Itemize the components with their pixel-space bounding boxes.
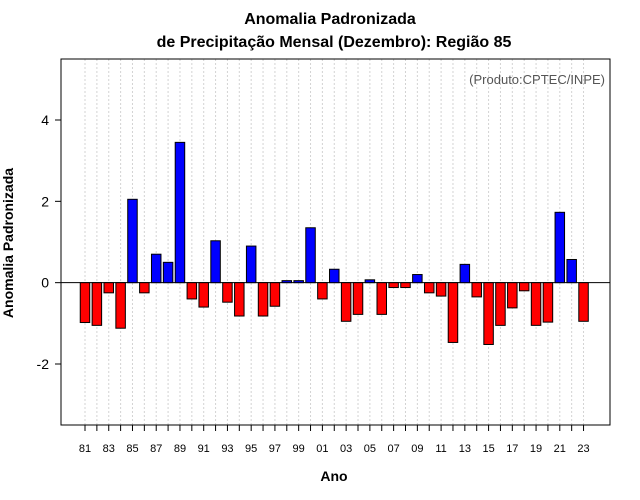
x-tick-label: 93 bbox=[221, 443, 233, 455]
bar-90 bbox=[186, 282, 198, 300]
bar-00 bbox=[305, 227, 316, 284]
bar-01 bbox=[317, 282, 328, 300]
bar-09 bbox=[412, 274, 423, 284]
bar-05 bbox=[364, 279, 376, 284]
bar-81 bbox=[79, 282, 91, 324]
x-tick-label: 99 bbox=[293, 443, 305, 455]
x-tick-label: 87 bbox=[150, 443, 162, 455]
x-tick-label: 19 bbox=[530, 443, 542, 455]
bar-13 bbox=[459, 263, 471, 284]
x-tick-label: 23 bbox=[577, 443, 589, 455]
bar-83 bbox=[103, 282, 114, 294]
x-tick-label: 05 bbox=[364, 443, 376, 455]
y-axis: -2 0 2 4 bbox=[37, 112, 61, 372]
x-axis: 81 83 85 87 89 91 93 95 97 99 01 03 05 07 09 11 13 15 17 19… bbox=[79, 425, 590, 455]
x-tick-label: 13 bbox=[459, 443, 471, 455]
bar-87 bbox=[150, 253, 162, 284]
bar-17 bbox=[507, 282, 518, 309]
bar-95 bbox=[245, 245, 257, 284]
bar-04 bbox=[352, 282, 364, 315]
bar-19 bbox=[530, 282, 542, 326]
chart-title-line2: de Precipitação Mensal (Dezembro): Regiã… bbox=[157, 34, 512, 51]
x-tick-label: 81 bbox=[79, 443, 91, 455]
x-tick-label: 21 bbox=[554, 443, 566, 455]
chart-title-line1: Anomalia Padronizada bbox=[244, 11, 416, 28]
y-tick-label: 4 bbox=[41, 112, 49, 128]
x-tick-label: 03 bbox=[340, 443, 352, 455]
x-tick-label: 09 bbox=[411, 443, 423, 455]
bar-11 bbox=[435, 282, 447, 297]
bar-15 bbox=[483, 282, 494, 345]
bar-99 bbox=[293, 280, 304, 284]
bar-94 bbox=[234, 282, 245, 317]
bar-06 bbox=[376, 282, 387, 315]
y-axis-title: Anomalia Padronizada bbox=[0, 168, 16, 318]
bar-16 bbox=[495, 282, 506, 326]
x-tick-label: 11 bbox=[435, 443, 446, 455]
x-axis-title: Ano bbox=[320, 468, 347, 484]
bar-84 bbox=[115, 282, 126, 329]
y-tick-label: -2 bbox=[37, 356, 50, 372]
x-tick-label: 01 bbox=[316, 443, 328, 455]
bar-10 bbox=[423, 282, 435, 294]
x-tick-label: 89 bbox=[174, 443, 186, 455]
bar-02 bbox=[329, 268, 340, 284]
y-tick-label: 2 bbox=[41, 193, 49, 209]
x-tick-label: 85 bbox=[126, 443, 138, 455]
bar-18 bbox=[518, 282, 530, 292]
bar-98 bbox=[281, 280, 293, 284]
bar-91 bbox=[198, 282, 209, 308]
bar-93 bbox=[222, 282, 233, 303]
bar-08 bbox=[400, 282, 411, 289]
bar-03 bbox=[340, 282, 352, 322]
bar-85 bbox=[127, 198, 138, 284]
bar-21 bbox=[554, 211, 566, 284]
bar-14 bbox=[471, 282, 482, 298]
bar-22 bbox=[566, 258, 577, 284]
bar-20 bbox=[542, 282, 554, 323]
bar-23 bbox=[578, 282, 589, 322]
bar-88 bbox=[162, 261, 174, 284]
bar-97 bbox=[269, 282, 281, 307]
x-tick-label: 15 bbox=[482, 443, 494, 455]
bar-96 bbox=[257, 282, 269, 317]
x-tick-label: 95 bbox=[245, 443, 257, 455]
bars bbox=[79, 141, 589, 345]
y-tick-label: 0 bbox=[41, 275, 49, 291]
x-tick-label: 97 bbox=[269, 443, 281, 455]
x-tick-label: 91 bbox=[198, 443, 210, 455]
x-tick-label: 83 bbox=[103, 443, 115, 455]
plot-frame bbox=[60, 58, 611, 426]
bar-07 bbox=[388, 282, 399, 289]
bar-86 bbox=[139, 282, 150, 294]
x-tick-label: 07 bbox=[387, 443, 399, 455]
grid-lines bbox=[84, 59, 585, 425]
bar-82 bbox=[91, 282, 103, 326]
x-tick-label: 17 bbox=[506, 443, 518, 455]
bar-92 bbox=[210, 240, 221, 284]
bar-89 bbox=[174, 141, 186, 284]
source-annotation: (Produto:CPTEC/INPE) bbox=[469, 72, 605, 87]
bar-12 bbox=[447, 282, 459, 343]
